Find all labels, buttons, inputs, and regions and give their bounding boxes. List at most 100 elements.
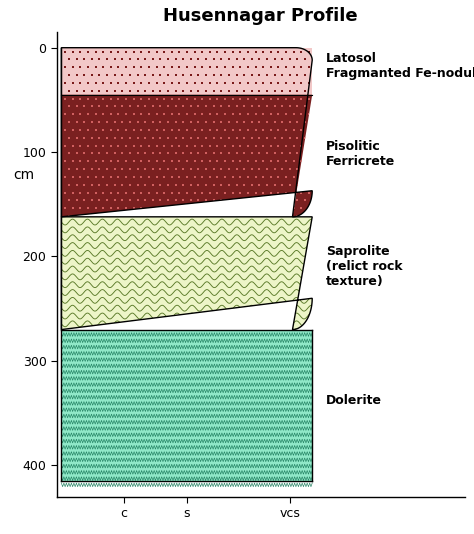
Point	[271, 196, 278, 205]
Point	[237, 219, 244, 228]
Point	[96, 118, 103, 127]
Point	[164, 212, 172, 221]
Point	[88, 134, 96, 142]
Point	[195, 165, 202, 174]
Point	[126, 212, 134, 221]
Point	[115, 110, 122, 119]
Point	[180, 180, 187, 189]
Point	[282, 157, 290, 166]
Point	[313, 157, 320, 166]
Point	[61, 172, 69, 181]
Point	[134, 102, 141, 111]
Point	[301, 87, 309, 95]
Point	[210, 149, 218, 158]
Point	[202, 196, 210, 205]
Point	[263, 180, 271, 189]
Point	[156, 196, 164, 205]
Point	[118, 196, 126, 205]
Point	[130, 63, 137, 72]
Point	[214, 63, 221, 72]
Point	[301, 118, 309, 127]
Point	[229, 157, 237, 166]
Point	[278, 55, 286, 64]
Point	[317, 134, 324, 142]
Point	[206, 95, 214, 103]
Point	[130, 204, 137, 213]
Point	[84, 157, 92, 166]
Point	[206, 142, 214, 150]
Point	[298, 63, 305, 72]
Point	[252, 219, 259, 228]
Point	[153, 157, 160, 166]
Point	[259, 172, 267, 181]
Point	[199, 219, 206, 228]
Point	[271, 71, 278, 80]
Point	[286, 196, 293, 205]
Point	[149, 87, 156, 95]
Point	[218, 165, 225, 174]
Point	[305, 125, 313, 134]
Point	[137, 142, 145, 150]
Point	[313, 48, 320, 56]
Point	[153, 142, 160, 150]
Point	[137, 63, 145, 72]
Point	[267, 204, 274, 213]
Point	[103, 212, 111, 221]
Point	[252, 95, 259, 103]
Point	[81, 102, 88, 111]
Point	[237, 157, 244, 166]
Point	[293, 212, 301, 221]
Point	[293, 165, 301, 174]
Point	[122, 219, 130, 228]
Point	[229, 95, 237, 103]
Point	[107, 142, 115, 150]
Point	[130, 78, 137, 87]
Point	[100, 142, 107, 150]
Point	[172, 180, 179, 189]
Point	[149, 102, 156, 111]
Point	[168, 95, 175, 103]
Point	[187, 196, 195, 205]
Point	[274, 189, 282, 197]
Point	[255, 71, 263, 80]
Point	[141, 134, 149, 142]
Point	[255, 134, 263, 142]
Point	[317, 87, 324, 95]
Point	[77, 219, 84, 228]
Point	[92, 157, 100, 166]
Point	[103, 180, 111, 189]
Point	[240, 71, 248, 80]
Point	[191, 142, 199, 150]
Point	[153, 78, 160, 87]
Point	[126, 165, 134, 174]
Point	[233, 55, 240, 64]
Point	[187, 102, 195, 111]
Point	[259, 95, 267, 103]
Point	[141, 165, 149, 174]
Point	[244, 189, 252, 197]
Point	[122, 48, 130, 56]
Point	[286, 212, 293, 221]
Point	[313, 95, 320, 103]
Point	[206, 63, 214, 72]
Point	[202, 118, 210, 127]
Point	[221, 95, 229, 103]
Point	[244, 110, 252, 119]
Point	[317, 180, 324, 189]
Point	[168, 204, 175, 213]
Point	[141, 149, 149, 158]
Point	[164, 71, 172, 80]
Point	[267, 142, 274, 150]
Point	[126, 118, 134, 127]
Point	[118, 134, 126, 142]
Point	[172, 149, 179, 158]
Point	[61, 63, 69, 72]
Point	[248, 102, 255, 111]
Point	[282, 219, 290, 228]
Point	[240, 87, 248, 95]
Point	[237, 95, 244, 103]
Point	[195, 196, 202, 205]
Point	[301, 102, 309, 111]
Point	[274, 142, 282, 150]
Point	[145, 204, 153, 213]
